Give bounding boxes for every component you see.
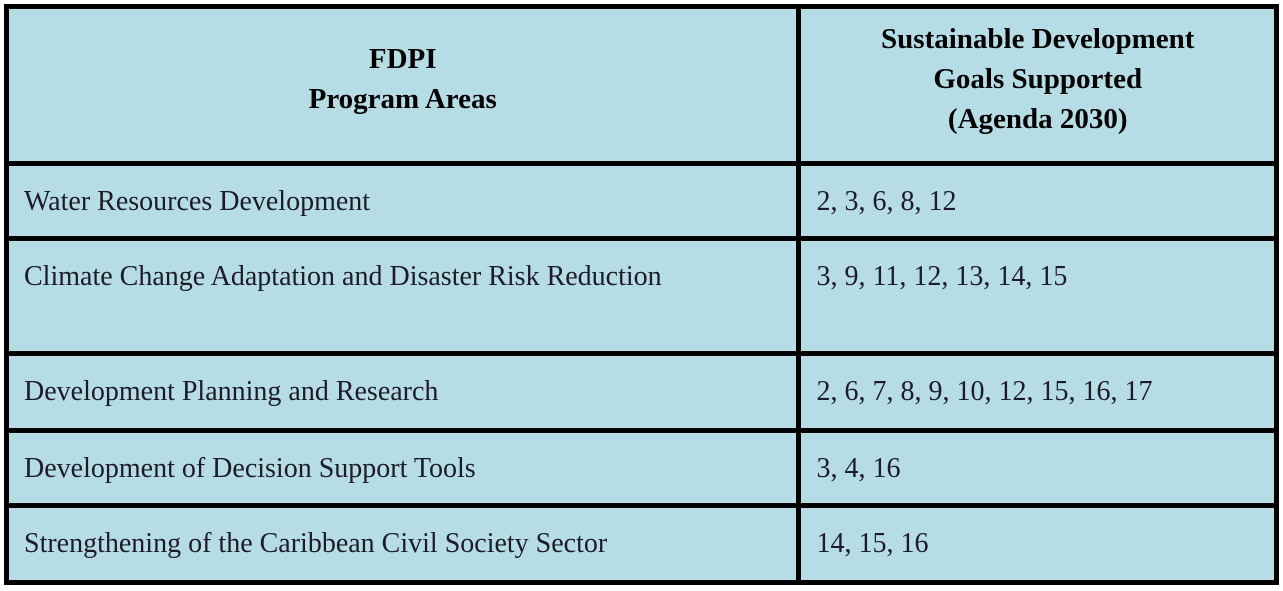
sdg-list-text: 2, 6, 7, 8, 9, 10, 12, 15, 16, 17 — [816, 375, 1153, 407]
sdg-list-text: 2, 3, 6, 8, 12 — [816, 186, 957, 217]
table-row: Strengthening of the Caribbean Civil Soc… — [3, 502, 1279, 585]
cell-sdg-list: 2, 6, 7, 8, 9, 10, 12, 15, 16, 17 — [796, 350, 1279, 433]
fdpi-sdg-table: FDPI Program Areas Sustainable Developme… — [3, 4, 1279, 585]
cell-program-area: Strengthening of the Caribbean Civil Soc… — [3, 502, 802, 585]
cell-sdg-list: 3, 4, 16 — [796, 427, 1279, 508]
table-row: Climate Change Adaptation and Disaster R… — [3, 235, 1279, 356]
cell-sdg-list: 2, 3, 6, 8, 12 — [796, 161, 1279, 241]
sdg-list-text: 3, 4, 16 — [816, 452, 901, 484]
sdg-list-text: 14, 15, 16 — [816, 527, 929, 559]
program-area-text: Strengthening of the Caribbean Civil Soc… — [24, 527, 608, 559]
program-area-text: Water Resources Development — [24, 186, 371, 217]
cell-sdg-list: 3, 9, 11, 12, 13, 14, 15 — [796, 235, 1279, 356]
cell-program-area: Water Resources Development — [3, 161, 802, 241]
table-row: Water Resources Development 2, 3, 6, 8, … — [3, 161, 1279, 241]
header-sdgs-supported: Sustainable Development Goals Supported … — [796, 4, 1279, 166]
cell-program-area: Development of Decision Support Tools — [3, 427, 802, 508]
cell-sdg-list: 14, 15, 16 — [796, 502, 1279, 585]
sdg-list-text: 3, 9, 11, 12, 13, 14, 15 — [816, 260, 1068, 292]
program-area-text: Climate Change Adaptation and Disaster R… — [24, 260, 662, 292]
header-fdpi-program-areas: FDPI Program Areas — [3, 4, 802, 166]
table-header-row: FDPI Program Areas Sustainable Developme… — [3, 4, 1279, 166]
table-row: Development Planning and Research 2, 6, … — [3, 350, 1279, 433]
program-area-text: Development Planning and Research — [24, 375, 439, 407]
program-area-text: Development of Decision Support Tools — [24, 452, 476, 484]
cell-program-area: Climate Change Adaptation and Disaster R… — [3, 235, 802, 356]
table-row: Development of Decision Support Tools 3,… — [3, 427, 1279, 508]
cell-program-area: Development Planning and Research — [3, 350, 802, 433]
